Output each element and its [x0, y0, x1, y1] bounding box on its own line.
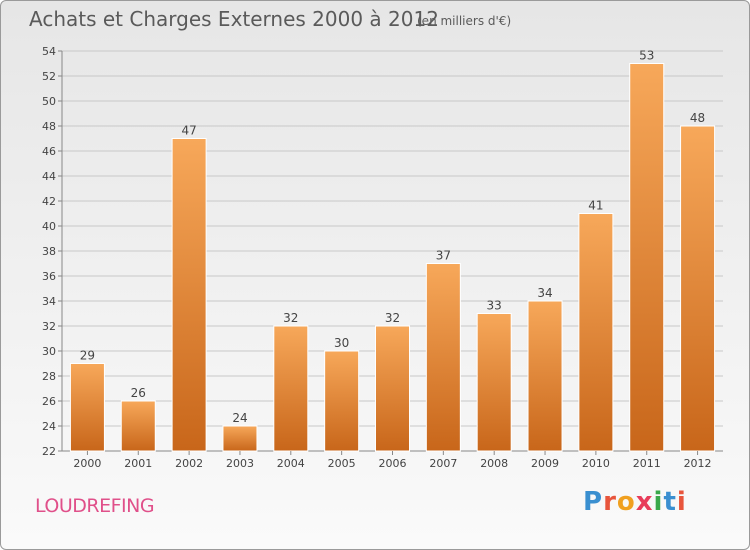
x-tick-label: 2004 — [277, 457, 305, 470]
place-name: LOUDREFING — [35, 495, 155, 517]
y-tick-label: 38 — [42, 245, 56, 258]
y-tick-label: 46 — [42, 145, 56, 158]
y-tick-label: 36 — [42, 270, 56, 283]
data-label: 37 — [436, 249, 451, 263]
y-tick-label: 50 — [42, 95, 56, 108]
y-tick-label: 32 — [42, 320, 56, 333]
proxiti-logo: Proxiti — [583, 487, 687, 517]
x-tick-label: 2003 — [226, 457, 254, 470]
x-tick-label: 2002 — [175, 457, 203, 470]
bar — [375, 325, 410, 452]
bar — [476, 313, 512, 452]
bar — [425, 263, 461, 452]
y-tick-label: 48 — [42, 120, 56, 133]
data-label: 47 — [181, 124, 196, 138]
x-tick-label: 2008 — [480, 457, 508, 470]
bar — [578, 213, 614, 452]
y-tick-label: 42 — [42, 195, 56, 208]
x-tick-label: 2001 — [124, 457, 152, 470]
data-label: 24 — [232, 411, 247, 425]
y-tick-label: 24 — [42, 420, 56, 433]
logo-letter: x — [635, 487, 654, 517]
data-label: 26 — [131, 386, 146, 400]
y-tick-label: 26 — [42, 395, 56, 408]
data-label: 29 — [80, 349, 95, 363]
logo-letter: t — [663, 487, 677, 517]
bar — [222, 425, 258, 452]
x-tick-label: 2012 — [684, 457, 712, 470]
x-tick-label: 2006 — [379, 457, 407, 470]
bar — [273, 325, 309, 452]
bar — [629, 63, 665, 452]
data-label: 30 — [334, 336, 349, 350]
data-label: 41 — [588, 199, 603, 213]
chart-subtitle: (en milliers d'€) — [417, 14, 512, 28]
data-label: 34 — [537, 286, 552, 300]
data-label: 33 — [487, 299, 502, 313]
logo-letter: o — [616, 487, 636, 517]
y-tick-label: 40 — [42, 220, 56, 233]
y-tick-label: 34 — [42, 295, 56, 308]
logo-letter: i — [676, 487, 687, 517]
data-label: 48 — [690, 111, 705, 125]
data-label: 32 — [385, 311, 400, 325]
y-tick-label: 30 — [42, 345, 56, 358]
x-tick-label: 2011 — [633, 457, 661, 470]
y-tick-label: 44 — [42, 170, 56, 183]
logo-letter: i — [653, 487, 664, 517]
bar — [120, 400, 156, 452]
y-tick-label: 28 — [42, 370, 56, 383]
bar — [69, 363, 105, 452]
bar — [171, 138, 207, 452]
bar — [527, 300, 563, 452]
y-tick-label: 22 — [42, 445, 56, 458]
data-label: 53 — [639, 49, 654, 63]
y-tick-label: 52 — [42, 70, 56, 83]
x-tick-label: 2007 — [429, 457, 457, 470]
x-tick-label: 2010 — [582, 457, 610, 470]
logo-letter: P — [583, 487, 604, 517]
x-tick-label: 2009 — [531, 457, 559, 470]
data-label: 32 — [283, 311, 298, 325]
logo-letter: r — [603, 487, 617, 517]
chart-title: Achats et Charges Externes 2000 à 2012 — [29, 7, 439, 31]
x-tick-label: 2000 — [73, 457, 101, 470]
bar — [680, 125, 716, 452]
x-tick-label: 2005 — [328, 457, 356, 470]
y-tick-label: 54 — [42, 45, 56, 58]
bar — [324, 350, 360, 452]
